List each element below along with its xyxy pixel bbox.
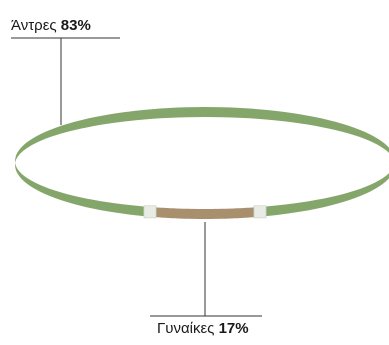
slice-women	[150, 207, 260, 219]
label-women: Γυναίκες 17%	[157, 320, 249, 338]
label-men-name: Άντρες	[11, 17, 57, 34]
slice-cut-face	[143, 205, 157, 219]
label-women-value: 17%	[218, 320, 249, 337]
label-women-name: Γυναίκες	[157, 320, 215, 337]
slice-cut-face	[253, 205, 267, 219]
label-men-value: 83%	[60, 17, 91, 34]
slice-men	[15, 107, 389, 217]
label-men: Άντρες 83%	[11, 17, 91, 35]
